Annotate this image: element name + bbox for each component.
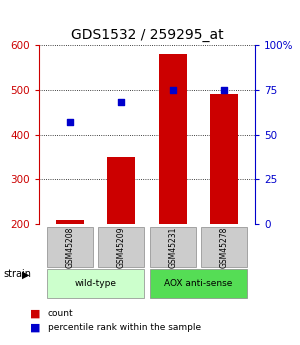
Text: GSM45208: GSM45208 — [65, 226, 74, 268]
Bar — [98, 227, 144, 267]
Text: strain: strain — [3, 269, 31, 279]
Text: GSM45209: GSM45209 — [117, 226, 126, 268]
Point — [170, 87, 175, 92]
Text: GSM45231: GSM45231 — [168, 226, 177, 268]
Text: AOX anti-sense: AOX anti-sense — [164, 279, 232, 288]
Bar — [150, 269, 247, 298]
Bar — [201, 227, 247, 267]
Bar — [56, 220, 84, 224]
Point — [68, 119, 72, 125]
Text: GSM45278: GSM45278 — [220, 226, 229, 268]
Bar — [47, 227, 93, 267]
Text: ▶: ▶ — [22, 269, 29, 279]
Bar — [159, 54, 187, 224]
Title: GDS1532 / 259295_at: GDS1532 / 259295_at — [71, 28, 223, 42]
Text: ■: ■ — [30, 323, 40, 333]
Point — [222, 87, 226, 92]
Text: ■: ■ — [30, 309, 40, 319]
Point — [119, 99, 124, 105]
Text: wild-type: wild-type — [75, 279, 117, 288]
Bar — [150, 227, 196, 267]
Bar — [210, 94, 238, 224]
Text: percentile rank within the sample: percentile rank within the sample — [48, 323, 201, 332]
Bar — [107, 157, 135, 224]
Text: count: count — [48, 309, 74, 318]
Bar — [47, 269, 144, 298]
